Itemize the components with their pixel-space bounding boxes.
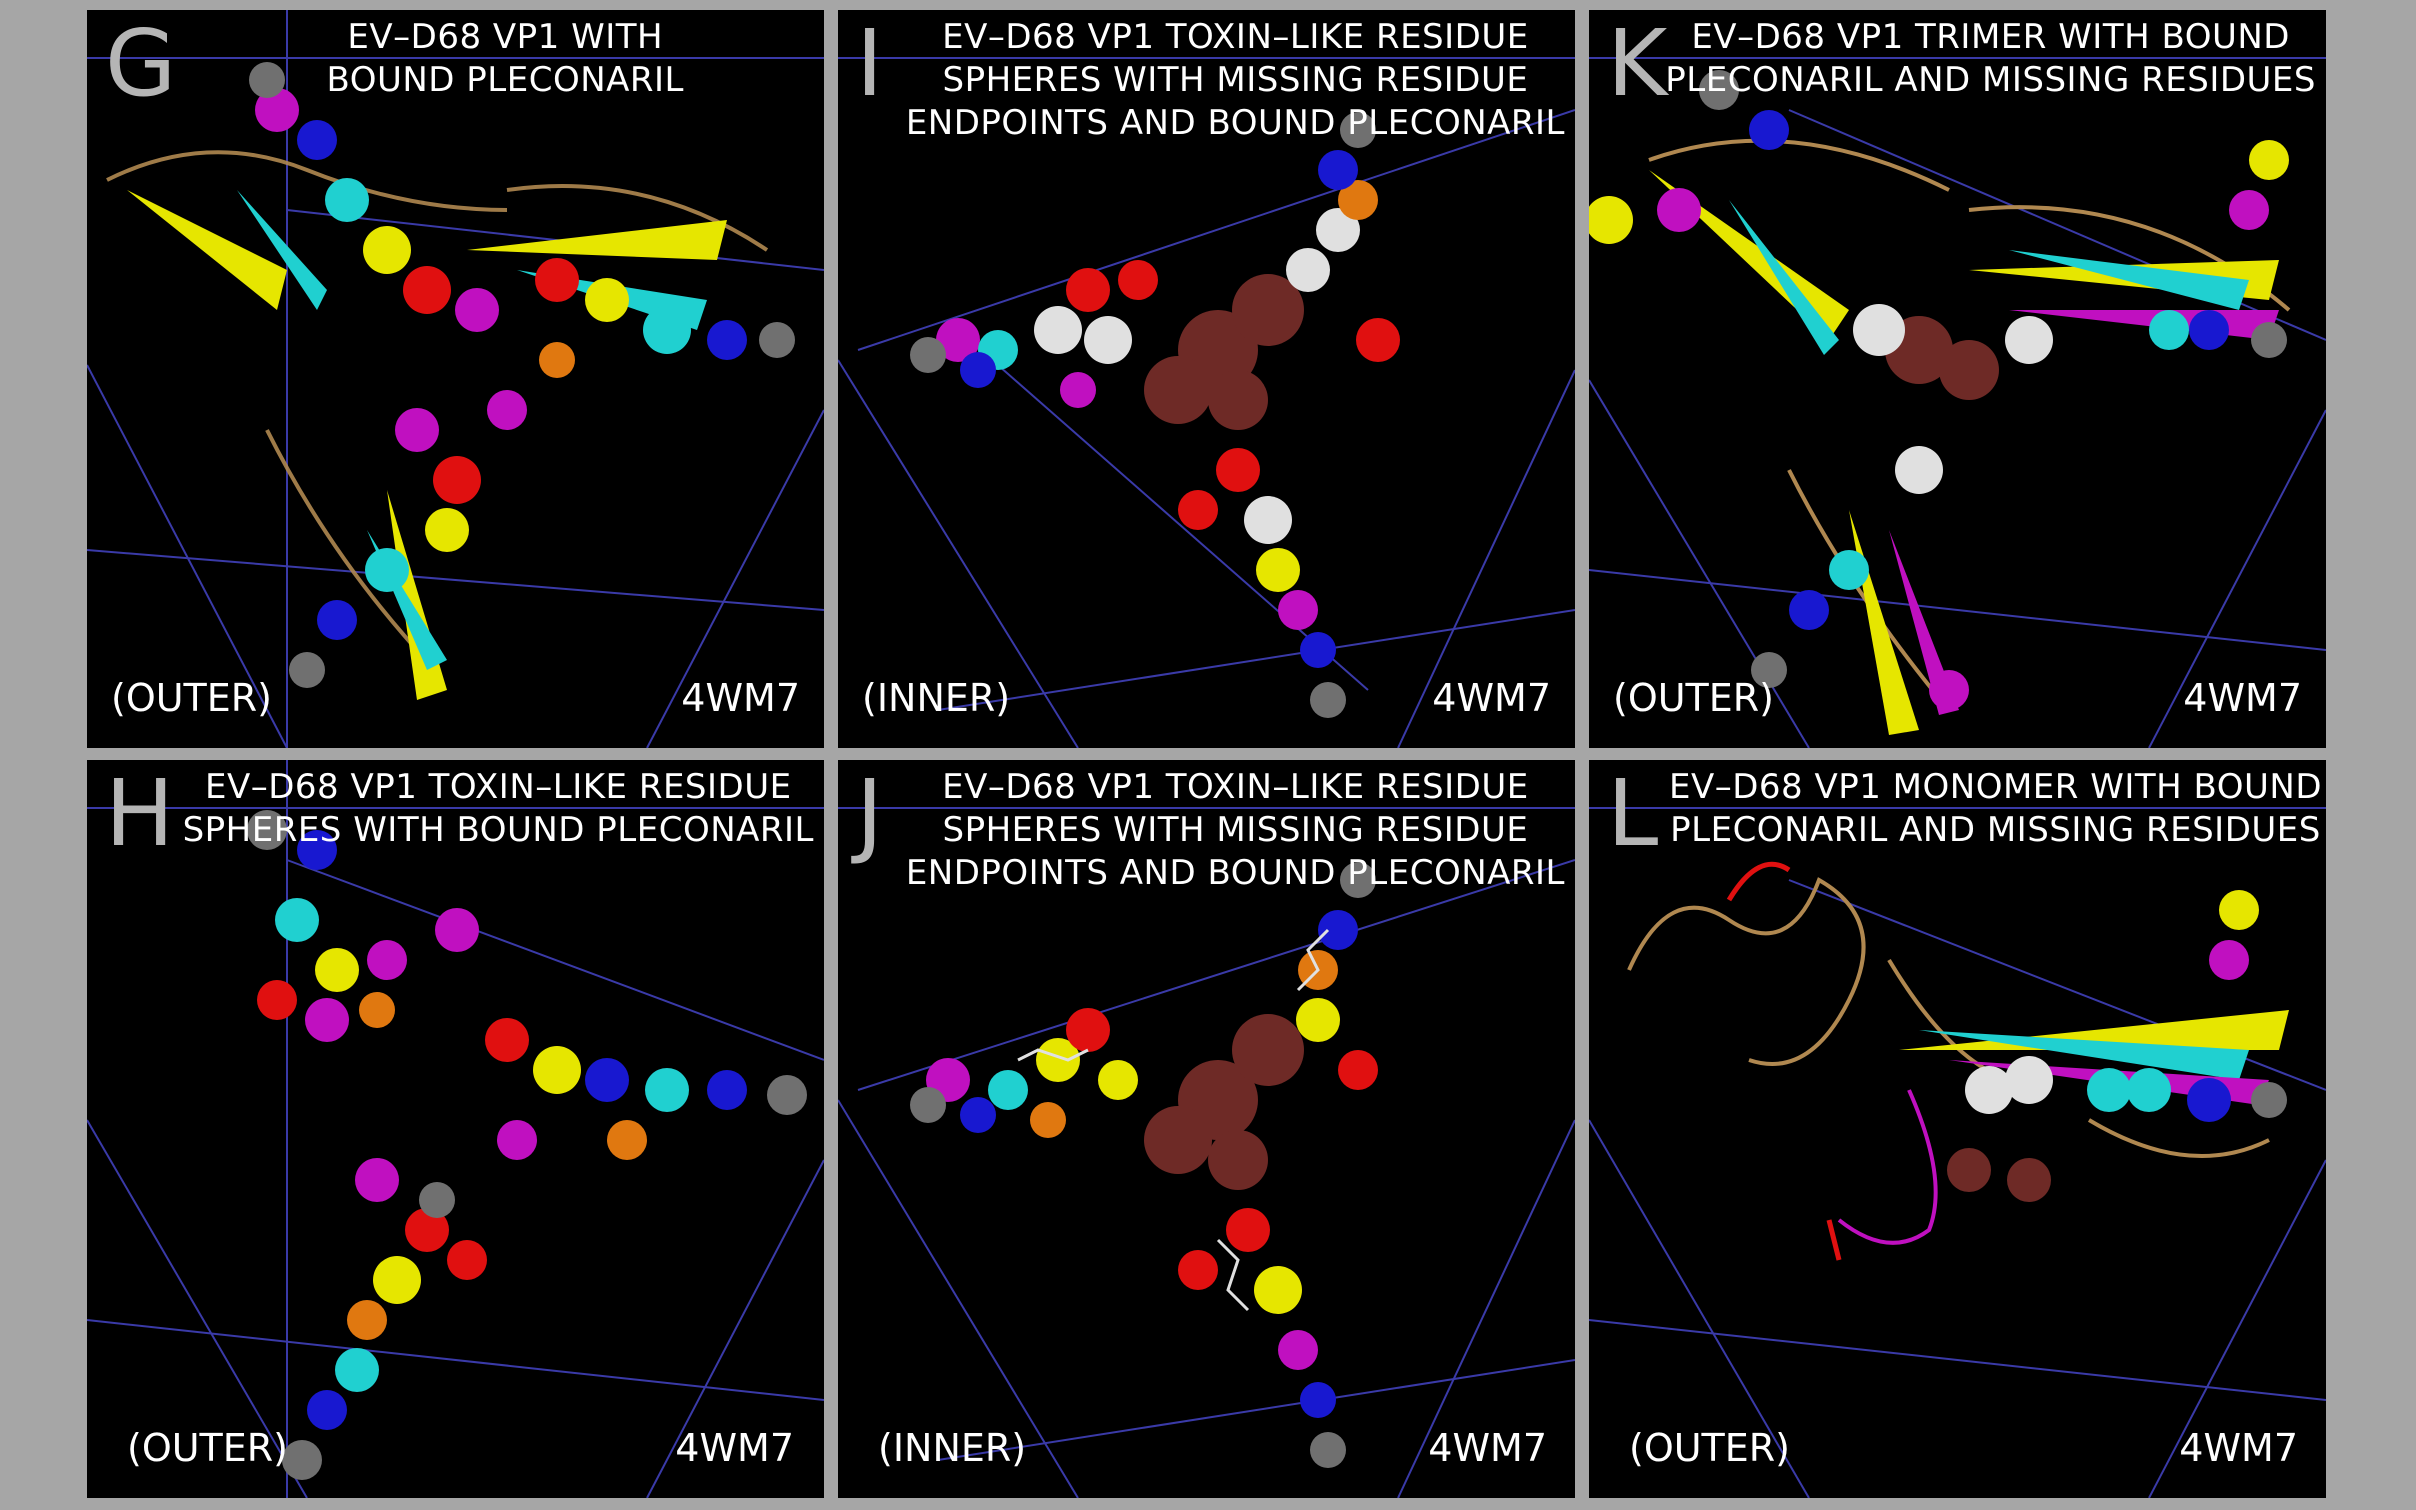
panel-title: EV–D68 VP1 TOXIN–LIKE RESIDUE SPHERES WI… xyxy=(905,767,1565,893)
panel-l: L EV–D68 VP1 MONOMER WITH BOUND PLECONAR… xyxy=(1589,760,2326,1498)
panel-j: J EV–D68 VP1 TOXIN–LIKE RESIDUE SPHERES … xyxy=(838,760,1575,1498)
pdb-id-label: 4WM7 xyxy=(675,1426,794,1470)
view-side-label: (OUTER) xyxy=(1629,1426,1790,1470)
panel-i-image xyxy=(838,57,1575,748)
panel-h: H EV–D68 VP1 TOXIN–LIKE RESIDUE SPHERES … xyxy=(87,760,824,1498)
view-side-label: (INNER) xyxy=(878,1426,1027,1470)
panel-l-image xyxy=(1589,807,2326,1498)
panel-letter: K xyxy=(1607,10,1668,117)
panel-title: EV–D68 VP1 MONOMER WITH BOUND PLECONARIL… xyxy=(1668,767,2322,850)
panel-letter: L xyxy=(1607,760,1659,867)
panel-letter: J xyxy=(856,760,884,867)
panel-g: G EV–D68 VP1 WITH BOUND PLECONARIL (OUTE… xyxy=(87,10,824,748)
view-side-label: (OUTER) xyxy=(1613,676,1774,720)
panel-i: I EV–D68 VP1 TOXIN–LIKE RESIDUE SPHERES … xyxy=(838,10,1575,748)
panel-g-image xyxy=(87,10,824,748)
panel-j-image xyxy=(838,807,1575,1498)
panel-letter: I xyxy=(856,10,884,117)
pdb-id-label: 4WM7 xyxy=(1432,676,1551,720)
panel-k-image xyxy=(1589,57,2326,748)
pdb-id-label: 4WM7 xyxy=(2183,676,2302,720)
pdb-id-label: 4WM7 xyxy=(681,676,800,720)
panel-title: EV–D68 VP1 WITH BOUND PLECONARIL xyxy=(326,17,684,100)
panel-title: EV–D68 VP1 TOXIN–LIKE RESIDUE SPHERES WI… xyxy=(905,17,1565,143)
panel-title: EV–D68 VP1 TOXIN–LIKE RESIDUE SPHERES WI… xyxy=(182,767,814,850)
pdb-id-label: 4WM7 xyxy=(1428,1426,1547,1470)
view-side-label: (OUTER) xyxy=(111,676,272,720)
pdb-id-label: 4WM7 xyxy=(2179,1426,2298,1470)
panel-h-image xyxy=(87,760,824,1498)
panel-letter: H xyxy=(105,760,175,867)
panel-title: EV–D68 VP1 TRIMER WITH BOUND PLECONARIL … xyxy=(1665,17,2316,100)
view-side-label: (INNER) xyxy=(862,676,1011,720)
panel-letter: G xyxy=(105,10,177,117)
panel-k: K EV–D68 VP1 TRIMER WITH BOUND PLECONARI… xyxy=(1589,10,2326,748)
view-side-label: (OUTER) xyxy=(127,1426,288,1470)
